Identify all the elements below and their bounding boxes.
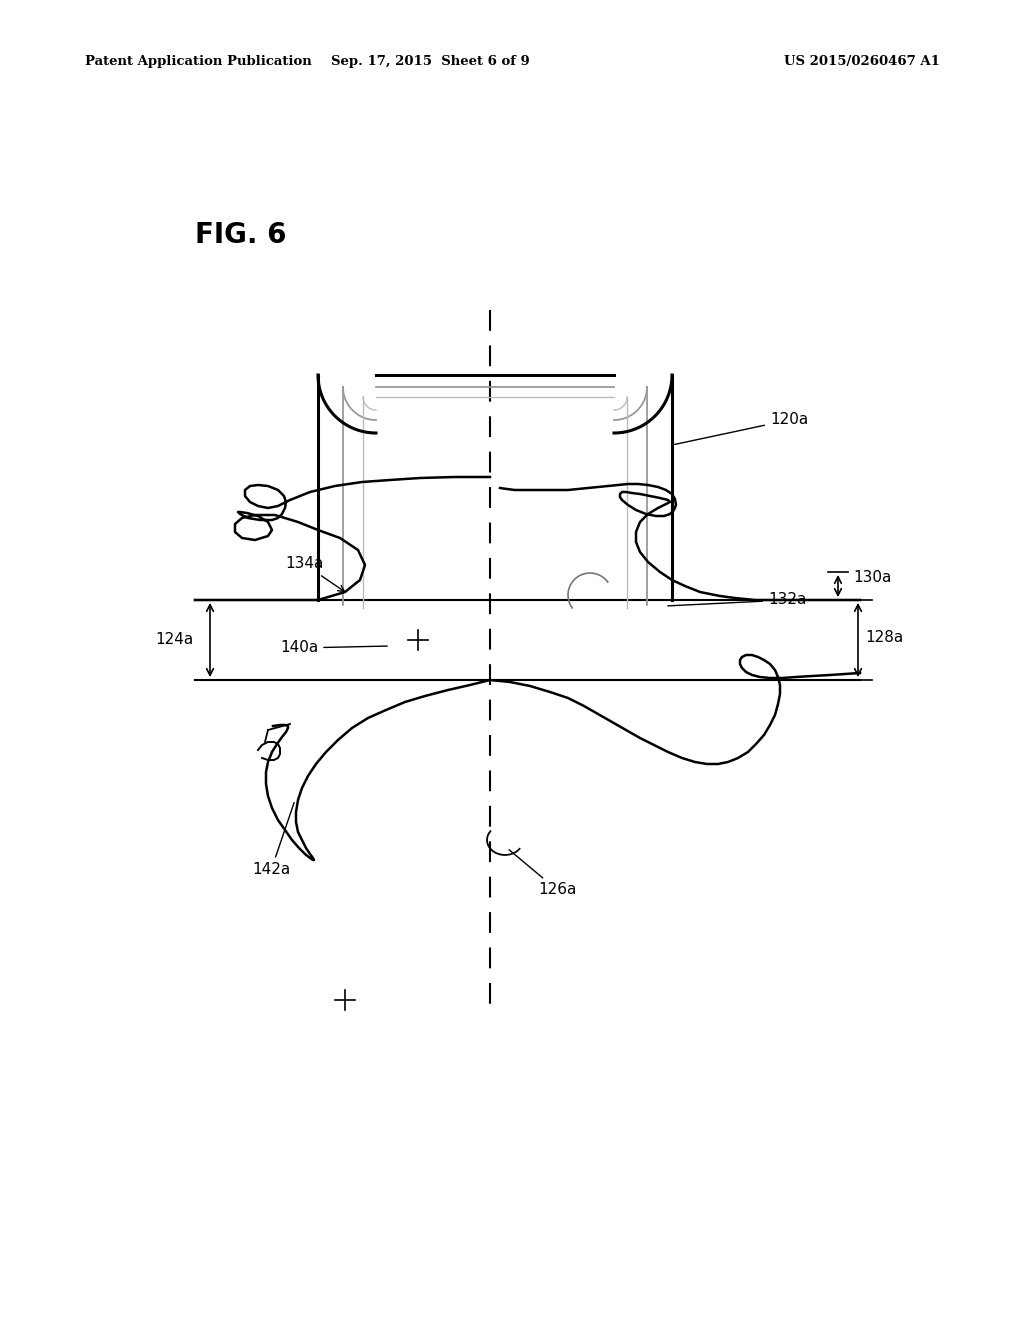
Text: US 2015/0260467 A1: US 2015/0260467 A1 [784, 55, 940, 69]
Text: 134a: 134a [285, 557, 344, 591]
Text: Patent Application Publication: Patent Application Publication [85, 55, 311, 69]
Text: 140a: 140a [280, 640, 387, 656]
Text: 128a: 128a [865, 631, 903, 645]
Text: 124a: 124a [155, 632, 194, 648]
Text: Sep. 17, 2015  Sheet 6 of 9: Sep. 17, 2015 Sheet 6 of 9 [331, 55, 529, 69]
Text: 126a: 126a [509, 850, 577, 898]
Text: FIG. 6: FIG. 6 [195, 220, 287, 249]
Text: 132a: 132a [668, 593, 806, 607]
Text: 130a: 130a [853, 570, 891, 586]
Text: 142a: 142a [252, 803, 294, 878]
Text: 120a: 120a [675, 412, 808, 445]
